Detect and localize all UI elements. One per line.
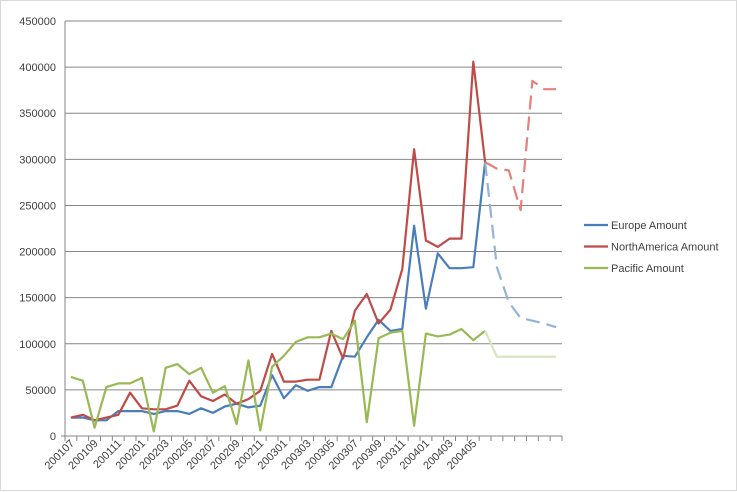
series-forecast-line-1 <box>484 79 557 212</box>
y-tick-label: 200000 <box>19 247 56 259</box>
gridlines <box>65 20 562 391</box>
legend-label: Europe Amount <box>611 220 687 232</box>
series-forecast-line-0 <box>484 161 557 329</box>
series-line-2 <box>70 319 486 433</box>
y-tick-label: 0 <box>50 431 56 443</box>
y-tick-label: 350000 <box>19 108 56 120</box>
x-axis-ticks: 2001072001092001112002012002032002052002… <box>43 436 563 472</box>
y-axis-ticks: 0 50000 100000 150000 200000 250000 300000 3500… <box>19 16 56 443</box>
series-forecast-line-2 <box>484 330 557 358</box>
y-tick-label: 50000 <box>25 385 56 397</box>
y-tick-label: 300000 <box>19 154 56 166</box>
y-tick-label: 150000 <box>19 293 56 305</box>
legend-label: Pacific Amount <box>611 263 684 275</box>
y-tick-label: 100000 <box>19 339 56 351</box>
legend: Europe Amount NorthAmerica Amount Pacific … <box>584 220 719 275</box>
legend-label: NorthAmerica Amount <box>611 242 719 254</box>
y-tick-label: 450000 <box>19 16 56 28</box>
series-line-0 <box>70 161 487 422</box>
axes <box>61 21 562 437</box>
y-tick-label: 250000 <box>19 200 56 212</box>
series-lines <box>70 60 557 433</box>
y-tick-label: 400000 <box>19 62 56 74</box>
series-line-1 <box>70 60 487 422</box>
